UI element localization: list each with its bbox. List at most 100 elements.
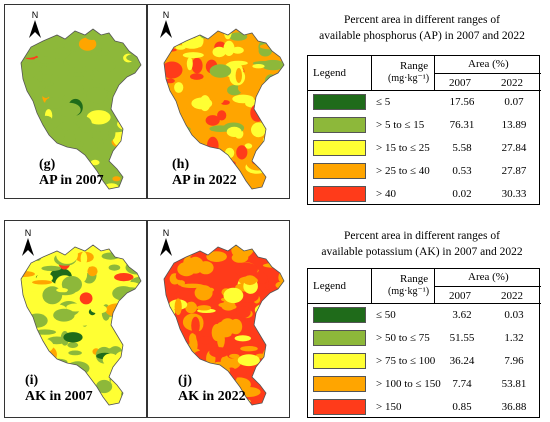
map-patch — [207, 287, 214, 292]
legend-swatch — [313, 163, 366, 179]
map-patch — [223, 40, 235, 57]
area-2007-value: 36.24 — [449, 355, 475, 367]
map-patch — [49, 74, 59, 84]
map-patch — [164, 370, 173, 384]
north-arrow: N — [158, 228, 174, 259]
map-patch — [275, 325, 284, 336]
map-patch — [267, 351, 279, 359]
year2-header: 2022 — [501, 290, 523, 302]
map-patch — [57, 102, 81, 118]
map-patch — [174, 298, 182, 315]
map-patch — [262, 263, 284, 268]
map-patch — [217, 110, 227, 121]
map-patch — [108, 327, 129, 335]
map-patch — [122, 381, 130, 399]
map-panel-g: N (g) AP in 2007 — [4, 4, 147, 199]
map-patch — [72, 140, 84, 149]
map-patch — [271, 148, 284, 163]
map-patch — [263, 362, 284, 379]
area-2022-value: 53.81 — [501, 378, 527, 390]
table-title-line1: Percent area in different ranges of — [344, 14, 500, 26]
map-patch — [268, 276, 275, 293]
map-patch — [101, 252, 120, 260]
map-patch — [199, 95, 211, 112]
map-patch — [209, 125, 232, 132]
map-patch — [278, 36, 284, 48]
map-patch — [194, 285, 213, 301]
range-header: Range — [400, 273, 429, 285]
area-2007-value: 3.62 — [452, 309, 472, 321]
map-patch — [194, 245, 202, 256]
north-letter: N — [162, 10, 170, 20]
map-patch — [129, 335, 141, 350]
map-patch — [125, 106, 141, 116]
map-patch — [235, 368, 247, 376]
table-divider — [308, 303, 541, 304]
area-2007-value: 0.85 — [452, 401, 472, 413]
north-letter: N — [31, 10, 39, 20]
region-map-i — [20, 244, 142, 406]
map-patch — [128, 162, 138, 169]
map-patch — [209, 347, 229, 358]
map-patch — [187, 123, 209, 130]
area-2007-value: 17.56 — [449, 96, 475, 108]
map-patch — [251, 122, 266, 138]
map-patch — [191, 316, 200, 335]
map-label: (g) AP in 2007 — [39, 157, 104, 189]
map-patch — [276, 109, 284, 119]
map-patch — [86, 87, 109, 104]
map-patch — [236, 145, 248, 160]
map-patch — [21, 141, 28, 155]
map-patch — [80, 251, 88, 265]
map-patch — [93, 55, 117, 73]
range-label: > 5 to ≤ 15 — [376, 119, 425, 131]
range-label: > 25 to ≤ 40 — [376, 165, 430, 177]
map-patch — [79, 71, 94, 77]
map-patch — [124, 381, 133, 393]
map-patch — [258, 272, 268, 284]
area-2022-value: 27.84 — [501, 142, 527, 154]
map-patch — [234, 262, 258, 277]
north-arrow: N — [158, 10, 174, 41]
map-patch — [41, 87, 51, 99]
area-2022-value: 1.32 — [504, 332, 524, 344]
map-patch — [164, 148, 180, 154]
map-patch — [112, 176, 121, 182]
map-label-text: AP in 2007 — [39, 173, 104, 188]
map-patch — [125, 367, 141, 385]
map-patch — [105, 303, 130, 317]
map-patch — [185, 301, 197, 314]
north-arrow-icon — [29, 20, 41, 38]
map-patch — [119, 309, 132, 316]
map-patch — [179, 29, 191, 38]
map-patch — [187, 81, 206, 95]
map-panel-i: N (i) AK in 2007 — [4, 220, 147, 418]
north-arrow: N — [27, 10, 43, 41]
year1-header: 2007 — [449, 77, 471, 89]
map-patch — [23, 350, 42, 356]
map-patch — [269, 182, 284, 189]
map-patch — [211, 323, 223, 342]
map-patch — [177, 280, 185, 286]
table-divider — [434, 73, 541, 74]
map-patch — [95, 46, 102, 53]
map-patch — [29, 127, 38, 134]
map-patch — [171, 328, 179, 344]
map-patch — [126, 147, 141, 159]
map-patch — [21, 119, 29, 127]
map-patch — [260, 109, 278, 115]
map-patch — [108, 126, 116, 140]
table-divider — [308, 90, 541, 91]
range-label: > 15 to ≤ 25 — [376, 142, 430, 154]
area-2007-value: 76.31 — [449, 119, 475, 131]
legend-swatch — [313, 117, 366, 133]
map-patch — [176, 363, 185, 370]
map-patch — [97, 136, 104, 154]
legend-swatch — [313, 353, 366, 369]
map-patch — [26, 346, 48, 358]
map-patch — [189, 336, 198, 354]
area-2022-value: 36.88 — [501, 401, 527, 413]
map-patch — [274, 377, 284, 388]
region-map-h — [163, 28, 285, 190]
map-patch — [264, 141, 277, 146]
